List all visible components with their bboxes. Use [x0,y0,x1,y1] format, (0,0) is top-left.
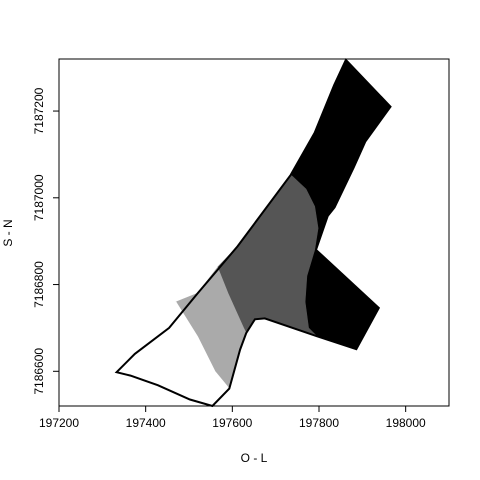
y-tick-label: 7186800 [32,261,46,308]
x-axis: 197200 197400 197600 197800 198000 [39,405,426,430]
field-outline [114,58,392,408]
y-tick-label: 7187200 [32,87,46,134]
x-tick-label: 197600 [212,416,252,430]
x-tick-label: 197200 [39,416,79,430]
y-axis-title: S - N [1,219,15,246]
y-axis: 7186600 7186800 7187000 7187200 [32,87,60,395]
y-tick-label: 7187000 [32,174,46,221]
y-tick-label: 7186600 [32,348,46,395]
x-tick-label: 197800 [299,416,339,430]
x-tick-label: 198000 [386,416,426,430]
x-axis-title: O - L [241,451,268,465]
x-tick-label: 197400 [126,416,166,430]
